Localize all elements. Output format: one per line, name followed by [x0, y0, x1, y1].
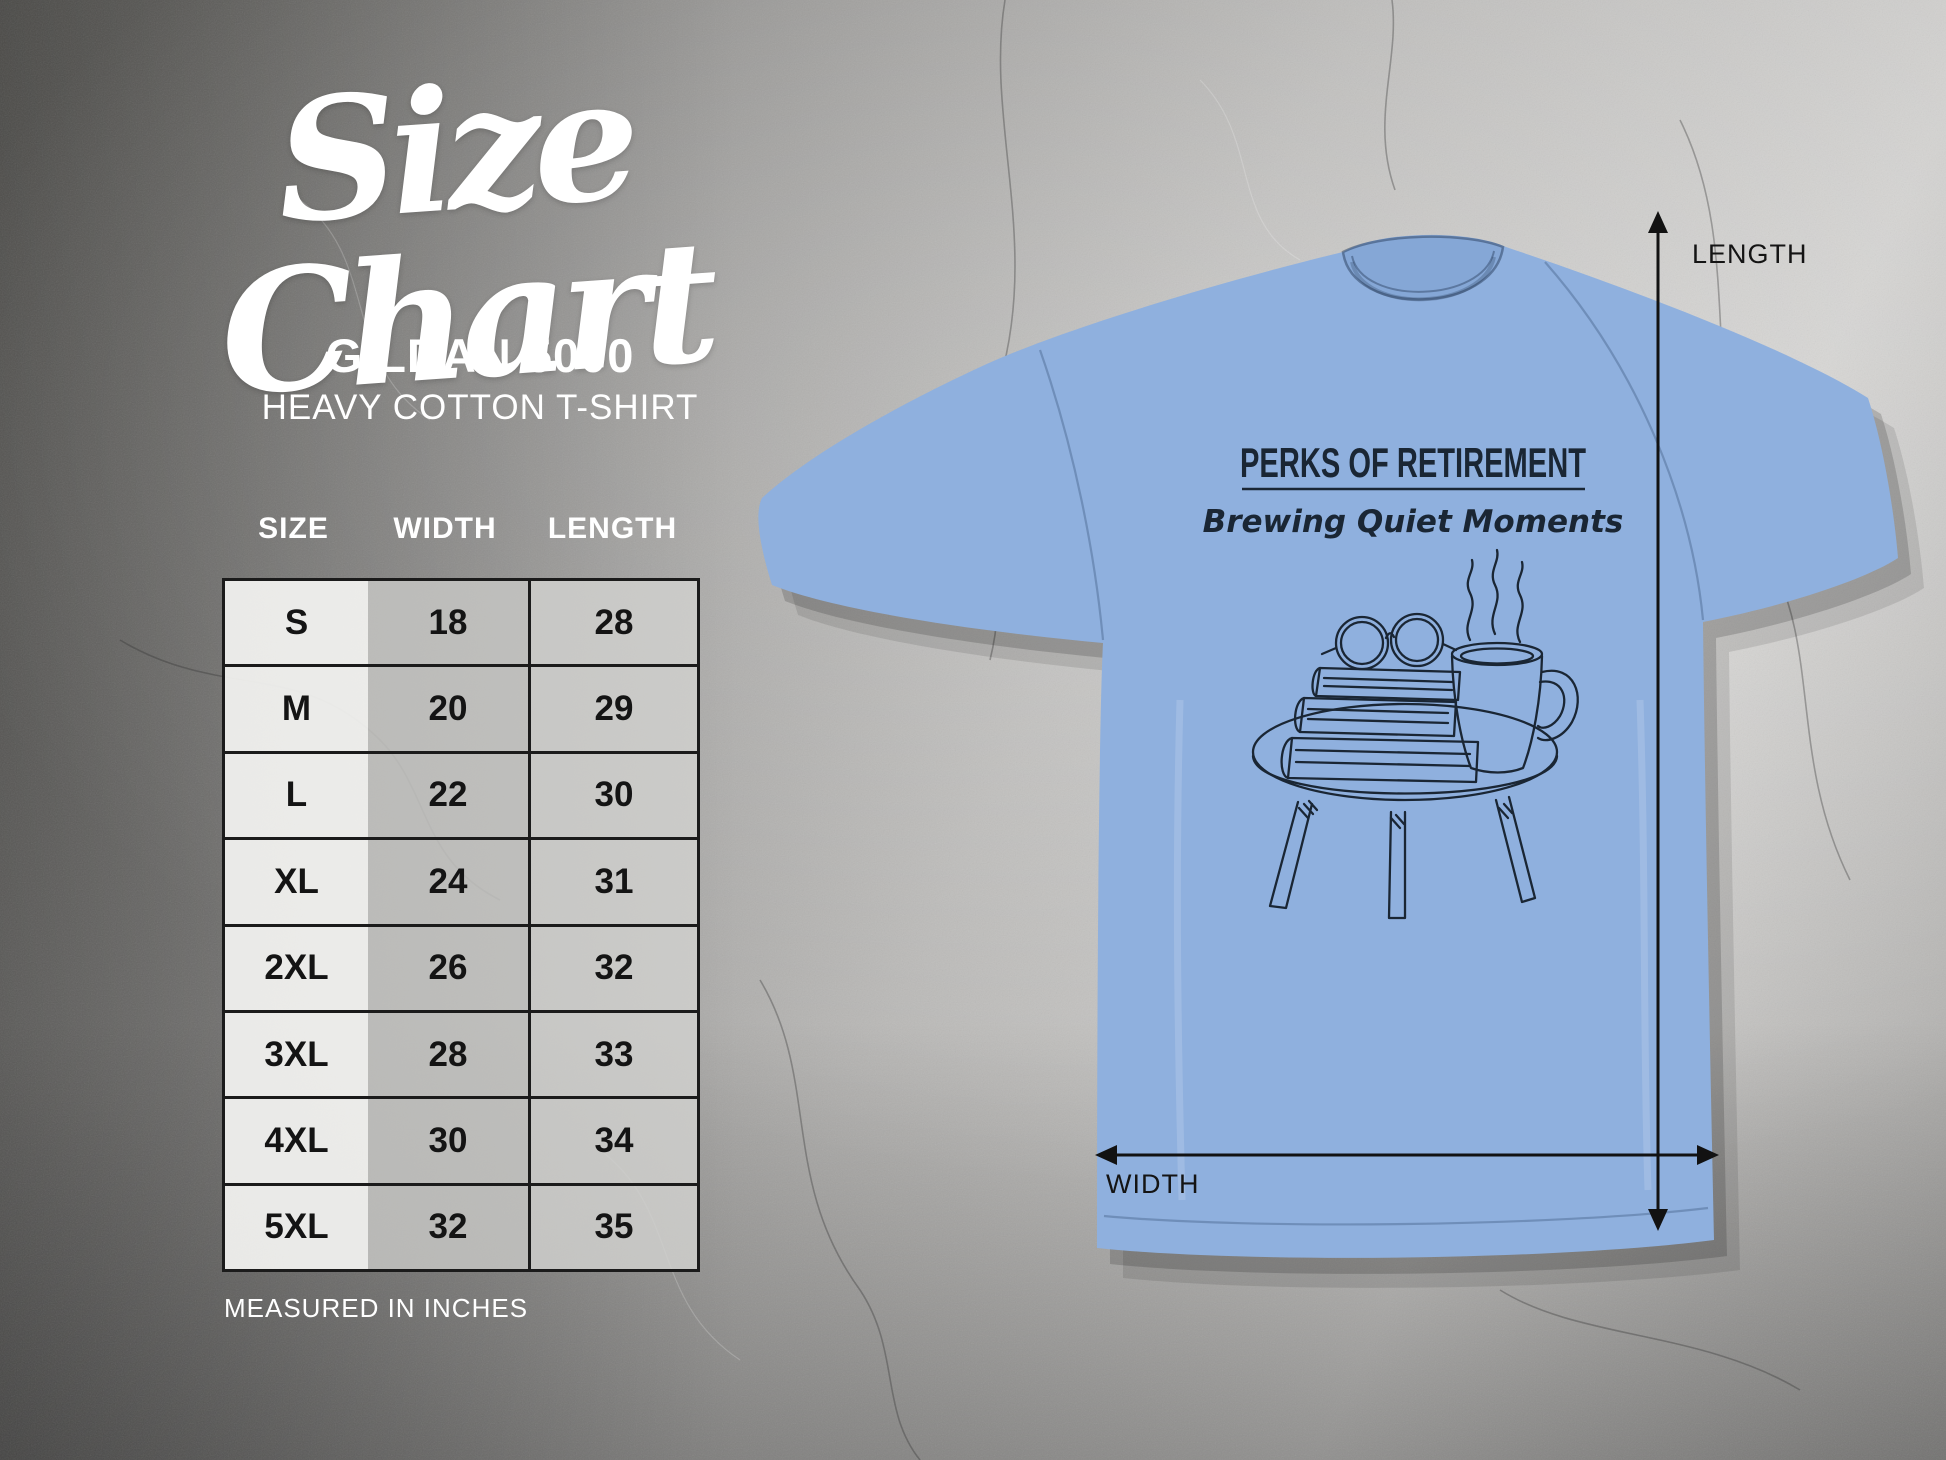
length-label: LENGTH [1692, 239, 1808, 269]
column-header-width: WIDTH [393, 512, 497, 545]
width-cell: 20 [368, 667, 528, 751]
steam-icon [1466, 548, 1524, 644]
books-icon [1280, 666, 1480, 784]
shirt-seams [1038, 261, 1709, 1226]
width-cell: 22 [368, 753, 528, 838]
column-header-size: SIZE [258, 512, 329, 545]
units-footnote: MEASURED IN INCHES [224, 1293, 529, 1323]
width-cell: 32 [368, 1185, 528, 1269]
shirt-folds [1173, 699, 1652, 1201]
width-cell: 18 [368, 581, 528, 665]
length-cell: 28 [528, 581, 697, 665]
shirt-collar [1341, 235, 1505, 302]
width-cell: 28 [368, 1012, 528, 1097]
design-illustration [1251, 548, 1579, 920]
width-cell: 24 [368, 840, 528, 924]
glasses-icon [1320, 612, 1458, 671]
size-cell: 2XL [225, 926, 368, 1010]
size-cell: S [225, 581, 368, 665]
size-cell: L [225, 753, 368, 838]
table-row: 2XL 26 32 [225, 926, 697, 1013]
width-cell: 26 [368, 926, 528, 1010]
length-cell: 30 [528, 753, 697, 838]
product-name: GILDAN 5000 [325, 329, 635, 382]
length-cell: 29 [528, 667, 697, 751]
table-row: M 20 29 [225, 667, 697, 754]
side-table-icon [1251, 702, 1559, 920]
product-description: HEAVY COTTON T-SHIRT [261, 388, 699, 427]
table-header-row: SIZE WIDTH LENGTH [222, 512, 700, 546]
design-subtitle: Brewing Quiet Moments [1203, 504, 1624, 540]
design-title: PERKS OF RETIREMENT [1240, 439, 1586, 486]
table-row: XL 24 31 [225, 840, 697, 927]
length-cell: 34 [528, 1099, 697, 1183]
size-chart-panel: Size Chart GILDAN 5000 HEAVY COTTON T-SH… [0, 0, 920, 1460]
table-row: L 22 30 [225, 753, 697, 841]
table-row: 5XL 32 35 [225, 1185, 697, 1269]
column-header-length: LENGTH [547, 512, 678, 545]
length-cell: 31 [528, 840, 697, 924]
size-cell: 3XL [225, 1012, 368, 1097]
table-row: 4XL 30 34 [225, 1099, 697, 1186]
length-arrow [1648, 211, 1668, 1231]
shirt-design: PERKS OF RETIREMENT Brewing Quiet Moment… [1203, 439, 1624, 540]
length-cell: 32 [528, 926, 697, 1010]
width-cell: 30 [368, 1099, 528, 1183]
width-arrow [1095, 1145, 1719, 1165]
size-cell: XL [225, 840, 368, 924]
tshirt-body [758, 234, 1899, 1258]
table-row: S 18 28 [225, 581, 697, 668]
size-cell: M [225, 667, 368, 751]
length-cell: 35 [528, 1185, 697, 1269]
length-cell: 33 [528, 1012, 697, 1097]
size-table: S 18 28 M 20 29 L 22 30 XL 24 31 2XL 26 32 3XL 28 33 4XL 30… [222, 578, 700, 1272]
size-cell: 4XL [225, 1099, 368, 1183]
size-cell: 5XL [225, 1185, 368, 1269]
table-row: 3XL 28 33 [225, 1012, 697, 1100]
width-label: WIDTH [1106, 1169, 1199, 1199]
coffee-mug-icon [1450, 641, 1579, 774]
